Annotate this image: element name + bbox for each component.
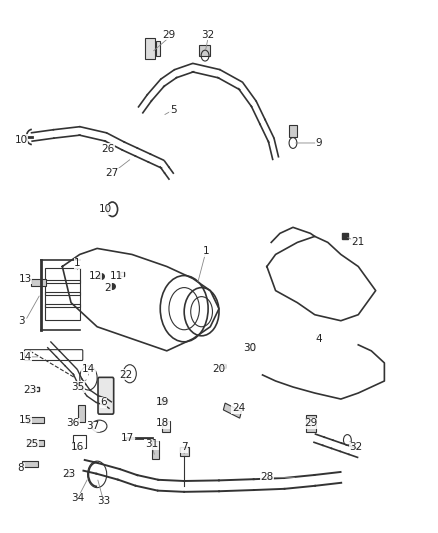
Bar	[223, 403, 241, 418]
Text: 13: 13	[19, 273, 32, 284]
Text: 31: 31	[145, 439, 158, 449]
Text: 16: 16	[71, 442, 84, 453]
Text: 15: 15	[19, 415, 32, 425]
Bar	[180, 447, 188, 456]
Text: 30: 30	[243, 343, 256, 353]
Text: 14: 14	[82, 364, 95, 374]
Bar	[27, 440, 44, 446]
Text: 29: 29	[304, 418, 317, 428]
Text: 20: 20	[212, 364, 226, 374]
Text: 33: 33	[97, 496, 110, 506]
Text: 29: 29	[162, 29, 176, 39]
Bar	[45, 280, 80, 295]
Text: 9: 9	[316, 138, 322, 148]
Text: 10: 10	[99, 204, 113, 214]
Text: 10: 10	[14, 135, 28, 145]
FancyBboxPatch shape	[98, 377, 114, 414]
Bar	[289, 125, 297, 137]
Text: 21: 21	[352, 237, 365, 247]
Text: 1: 1	[74, 259, 81, 269]
Text: 19: 19	[156, 397, 169, 407]
Text: 17: 17	[121, 433, 134, 443]
Bar	[27, 417, 44, 423]
Bar	[306, 415, 316, 432]
Text: 8: 8	[18, 463, 24, 473]
Bar	[162, 421, 170, 432]
Text: 35: 35	[71, 382, 84, 392]
Text: 4: 4	[316, 334, 322, 344]
Bar	[199, 45, 210, 55]
Text: 36: 36	[67, 418, 80, 428]
Text: 28: 28	[260, 472, 273, 482]
Bar	[78, 405, 85, 422]
Bar	[73, 435, 86, 448]
Text: 34: 34	[71, 494, 84, 504]
Text: 18: 18	[156, 418, 169, 428]
Text: 7: 7	[181, 442, 187, 453]
Bar	[45, 292, 80, 308]
Text: 6: 6	[100, 397, 107, 407]
Text: 5: 5	[170, 105, 177, 115]
Text: 11: 11	[110, 271, 124, 280]
Text: 27: 27	[106, 168, 119, 178]
Bar	[22, 461, 38, 466]
Text: 37: 37	[86, 421, 99, 431]
Bar	[45, 268, 80, 284]
Text: 22: 22	[119, 370, 132, 380]
Text: 32: 32	[350, 442, 363, 453]
Text: 25: 25	[25, 439, 39, 449]
Text: 2: 2	[105, 282, 111, 293]
Text: 14: 14	[19, 352, 32, 362]
Text: 12: 12	[88, 271, 102, 280]
Text: 23: 23	[23, 385, 36, 395]
Text: 23: 23	[62, 470, 75, 479]
Bar	[152, 441, 159, 459]
Text: 3: 3	[18, 316, 24, 326]
Bar	[31, 279, 46, 286]
Text: 26: 26	[101, 144, 115, 154]
Bar	[45, 304, 80, 319]
Text: 24: 24	[232, 403, 245, 413]
Text: 32: 32	[201, 29, 215, 39]
Bar	[156, 41, 160, 55]
Bar	[145, 37, 155, 59]
Text: 1: 1	[203, 246, 209, 256]
